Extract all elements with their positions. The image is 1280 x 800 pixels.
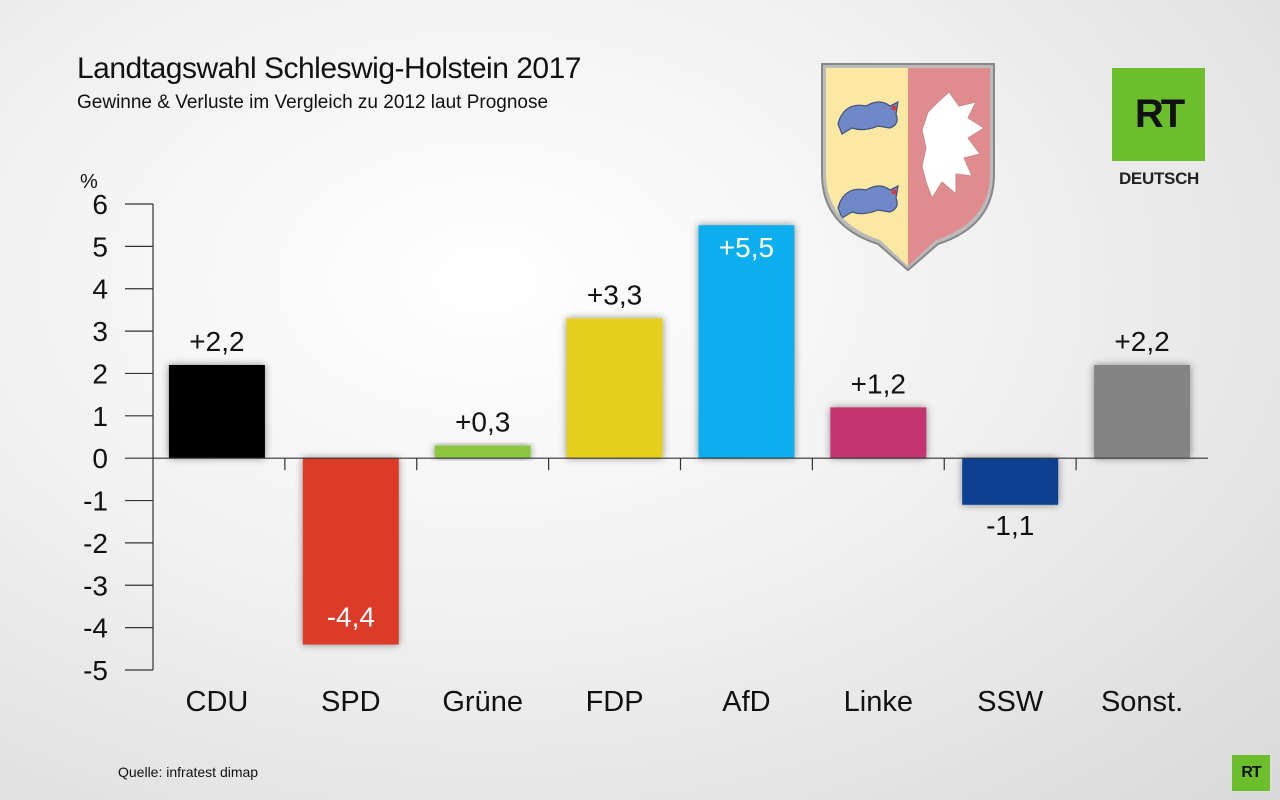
chart-subtitle: Gewinne & Verluste im Vergleich zu 2012 …: [77, 92, 549, 113]
data-label: +1,2: [851, 368, 906, 399]
coat-of-arms-icon: [821, 63, 995, 272]
y-axis: %6 5 4 3 2 1 0 -1 -2 -3 -4 -5: [80, 171, 154, 686]
y-axis-unit-label: %: [80, 171, 98, 193]
bar-fdp: [566, 318, 663, 459]
bar-linke: [830, 407, 927, 459]
y-tick-label: -4: [83, 613, 108, 644]
source-note: Quelle: infratest dimap: [118, 764, 259, 780]
x-tick-label: FDP: [586, 686, 644, 718]
y-tick-label: 5: [92, 231, 108, 262]
y-tick-label: 3: [92, 316, 108, 347]
bar-spd: [302, 458, 399, 645]
y-tick-label: 1: [92, 401, 108, 432]
data-label: +5,5: [719, 232, 774, 263]
bar-gr-ne: [434, 445, 531, 459]
rt-watermark-logo: RT: [1232, 755, 1270, 791]
chart-title: Landtagswahl Schleswig-Holstein 2017: [77, 52, 581, 85]
y-tick-label: -5: [83, 655, 108, 686]
rt-logo: RT: [1112, 68, 1205, 161]
x-tick-label: SSW: [977, 686, 1044, 718]
data-label: +3,3: [587, 279, 642, 310]
x-tick-label: Grüne: [442, 686, 523, 718]
rt-watermark-text: RT: [1241, 764, 1261, 781]
x-tick-label: SPD: [321, 686, 381, 718]
data-label: +2,2: [1114, 326, 1169, 357]
bar-afd: [698, 225, 795, 459]
data-label: -4,4: [327, 602, 375, 633]
rt-logo-text: RT: [1134, 92, 1185, 136]
y-tick-label: 4: [92, 274, 108, 305]
y-tick-label: -1: [83, 486, 108, 517]
x-tick-label: CDU: [186, 686, 249, 718]
x-axis: CDU SPD Grüne FDP AfD Linke SSW Sonst.: [153, 457, 1208, 718]
data-label: -1,1: [986, 510, 1034, 541]
x-tick-label: Sonst.: [1101, 686, 1183, 718]
data-label: +2,2: [189, 326, 244, 357]
bar-cdu: [168, 364, 265, 459]
y-tick-label: 0: [92, 443, 108, 474]
rt-logo-subtitle: DEUTSCH: [1118, 169, 1200, 188]
y-tick-label: 2: [92, 358, 108, 389]
bars: [168, 225, 1191, 645]
y-tick-label: -3: [83, 570, 108, 601]
x-tick-label: Linke: [844, 686, 913, 718]
x-tick-label: AfD: [722, 686, 770, 718]
data-labels: +2,2 -4,4 +0,3 +3,3 +5,5 +1,2 -1,1 +2,2: [189, 232, 1169, 632]
bar-sonst: [1094, 364, 1191, 459]
bar-ssw: [962, 458, 1059, 505]
y-tick-label: -2: [83, 528, 108, 559]
data-label: +0,3: [455, 406, 510, 437]
y-tick-label: 6: [92, 189, 108, 220]
